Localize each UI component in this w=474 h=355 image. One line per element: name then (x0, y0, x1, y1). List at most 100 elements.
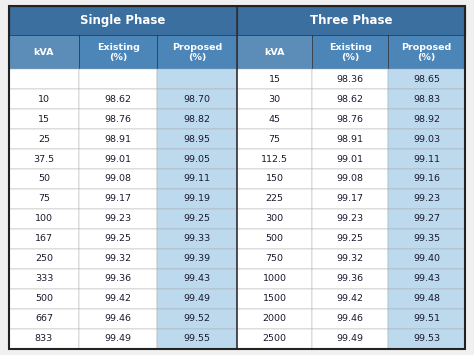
Bar (9, 269, 79, 289)
Text: 99.53: 99.53 (413, 334, 440, 343)
Text: 98.92: 98.92 (413, 115, 440, 124)
Bar (237, 329, 312, 349)
Text: 99.27: 99.27 (413, 214, 440, 223)
Bar (237, 249, 312, 269)
Bar (9, 169, 79, 189)
Bar (157, 269, 237, 289)
Text: 99.33: 99.33 (183, 234, 210, 243)
Bar (157, 189, 237, 209)
Bar (312, 89, 388, 109)
Text: 150: 150 (266, 175, 284, 184)
Text: 99.25: 99.25 (105, 234, 132, 243)
Text: 99.32: 99.32 (105, 254, 132, 263)
Text: Proposed
(%): Proposed (%) (172, 43, 222, 62)
Bar (9, 149, 79, 169)
Text: 75: 75 (38, 195, 50, 203)
Bar (79, 89, 157, 109)
Text: 98.62: 98.62 (337, 95, 364, 104)
Bar (9, 249, 79, 269)
Text: 99.23: 99.23 (105, 214, 132, 223)
Text: Single Phase: Single Phase (80, 15, 165, 27)
Text: 98.91: 98.91 (105, 135, 132, 143)
Text: 37.5: 37.5 (33, 154, 55, 164)
Bar (237, 189, 312, 209)
Bar (237, 269, 312, 289)
Bar (312, 169, 388, 189)
Text: 99.11: 99.11 (183, 175, 210, 184)
Bar (79, 169, 157, 189)
Text: 99.01: 99.01 (337, 154, 364, 164)
Bar (157, 209, 237, 229)
Bar (9, 109, 79, 129)
Bar (312, 36, 388, 69)
Bar (79, 129, 157, 149)
Bar (388, 289, 465, 309)
Text: 99.51: 99.51 (413, 314, 440, 323)
Text: 100: 100 (35, 214, 53, 223)
Text: 98.65: 98.65 (413, 75, 440, 84)
Bar (388, 169, 465, 189)
Text: 1500: 1500 (263, 294, 287, 303)
Text: 99.32: 99.32 (337, 254, 364, 263)
Text: 30: 30 (269, 95, 281, 104)
Text: kVA: kVA (264, 48, 285, 57)
Text: 50: 50 (38, 175, 50, 184)
Text: 99.52: 99.52 (183, 314, 210, 323)
Text: 833: 833 (35, 334, 53, 343)
Bar (9, 69, 79, 89)
Bar (9, 229, 79, 249)
Bar (157, 69, 237, 89)
Text: 99.17: 99.17 (337, 195, 364, 203)
Bar (79, 249, 157, 269)
Text: 99.36: 99.36 (105, 274, 132, 283)
Bar (312, 209, 388, 229)
Bar (388, 249, 465, 269)
Bar (388, 149, 465, 169)
Bar (157, 309, 237, 329)
Bar (237, 309, 312, 329)
Bar (237, 109, 312, 129)
Bar (237, 129, 312, 149)
Text: 98.76: 98.76 (337, 115, 364, 124)
Text: 99.42: 99.42 (337, 294, 364, 303)
Text: 99.43: 99.43 (183, 274, 210, 283)
Bar (79, 269, 157, 289)
Text: 99.03: 99.03 (413, 135, 440, 143)
Bar (237, 6, 465, 36)
Text: 99.55: 99.55 (183, 334, 210, 343)
Text: 1000: 1000 (263, 274, 287, 283)
Text: 99.25: 99.25 (183, 214, 210, 223)
Bar (237, 36, 312, 69)
Text: 15: 15 (38, 115, 50, 124)
Bar (79, 209, 157, 229)
Text: Existing
(%): Existing (%) (97, 43, 140, 62)
Text: Three Phase: Three Phase (310, 15, 392, 27)
Bar (9, 209, 79, 229)
Bar (79, 36, 157, 69)
Text: 99.16: 99.16 (413, 175, 440, 184)
Bar (237, 229, 312, 249)
Text: 225: 225 (266, 195, 284, 203)
Text: 99.48: 99.48 (413, 294, 440, 303)
Bar (312, 109, 388, 129)
Text: 99.49: 99.49 (105, 334, 132, 343)
Text: 500: 500 (35, 294, 53, 303)
Bar (9, 189, 79, 209)
Text: 98.36: 98.36 (337, 75, 364, 84)
Bar (312, 69, 388, 89)
Bar (157, 109, 237, 129)
Bar (388, 36, 465, 69)
Bar (79, 109, 157, 129)
Bar (79, 69, 157, 89)
Text: 75: 75 (269, 135, 281, 143)
Text: 99.40: 99.40 (413, 254, 440, 263)
Bar (388, 189, 465, 209)
Text: 99.36: 99.36 (337, 274, 364, 283)
Bar (157, 329, 237, 349)
Bar (79, 149, 157, 169)
Text: Existing
(%): Existing (%) (328, 43, 372, 62)
Text: 2500: 2500 (263, 334, 287, 343)
Bar (9, 36, 79, 69)
Text: 99.11: 99.11 (413, 154, 440, 164)
Bar (388, 209, 465, 229)
